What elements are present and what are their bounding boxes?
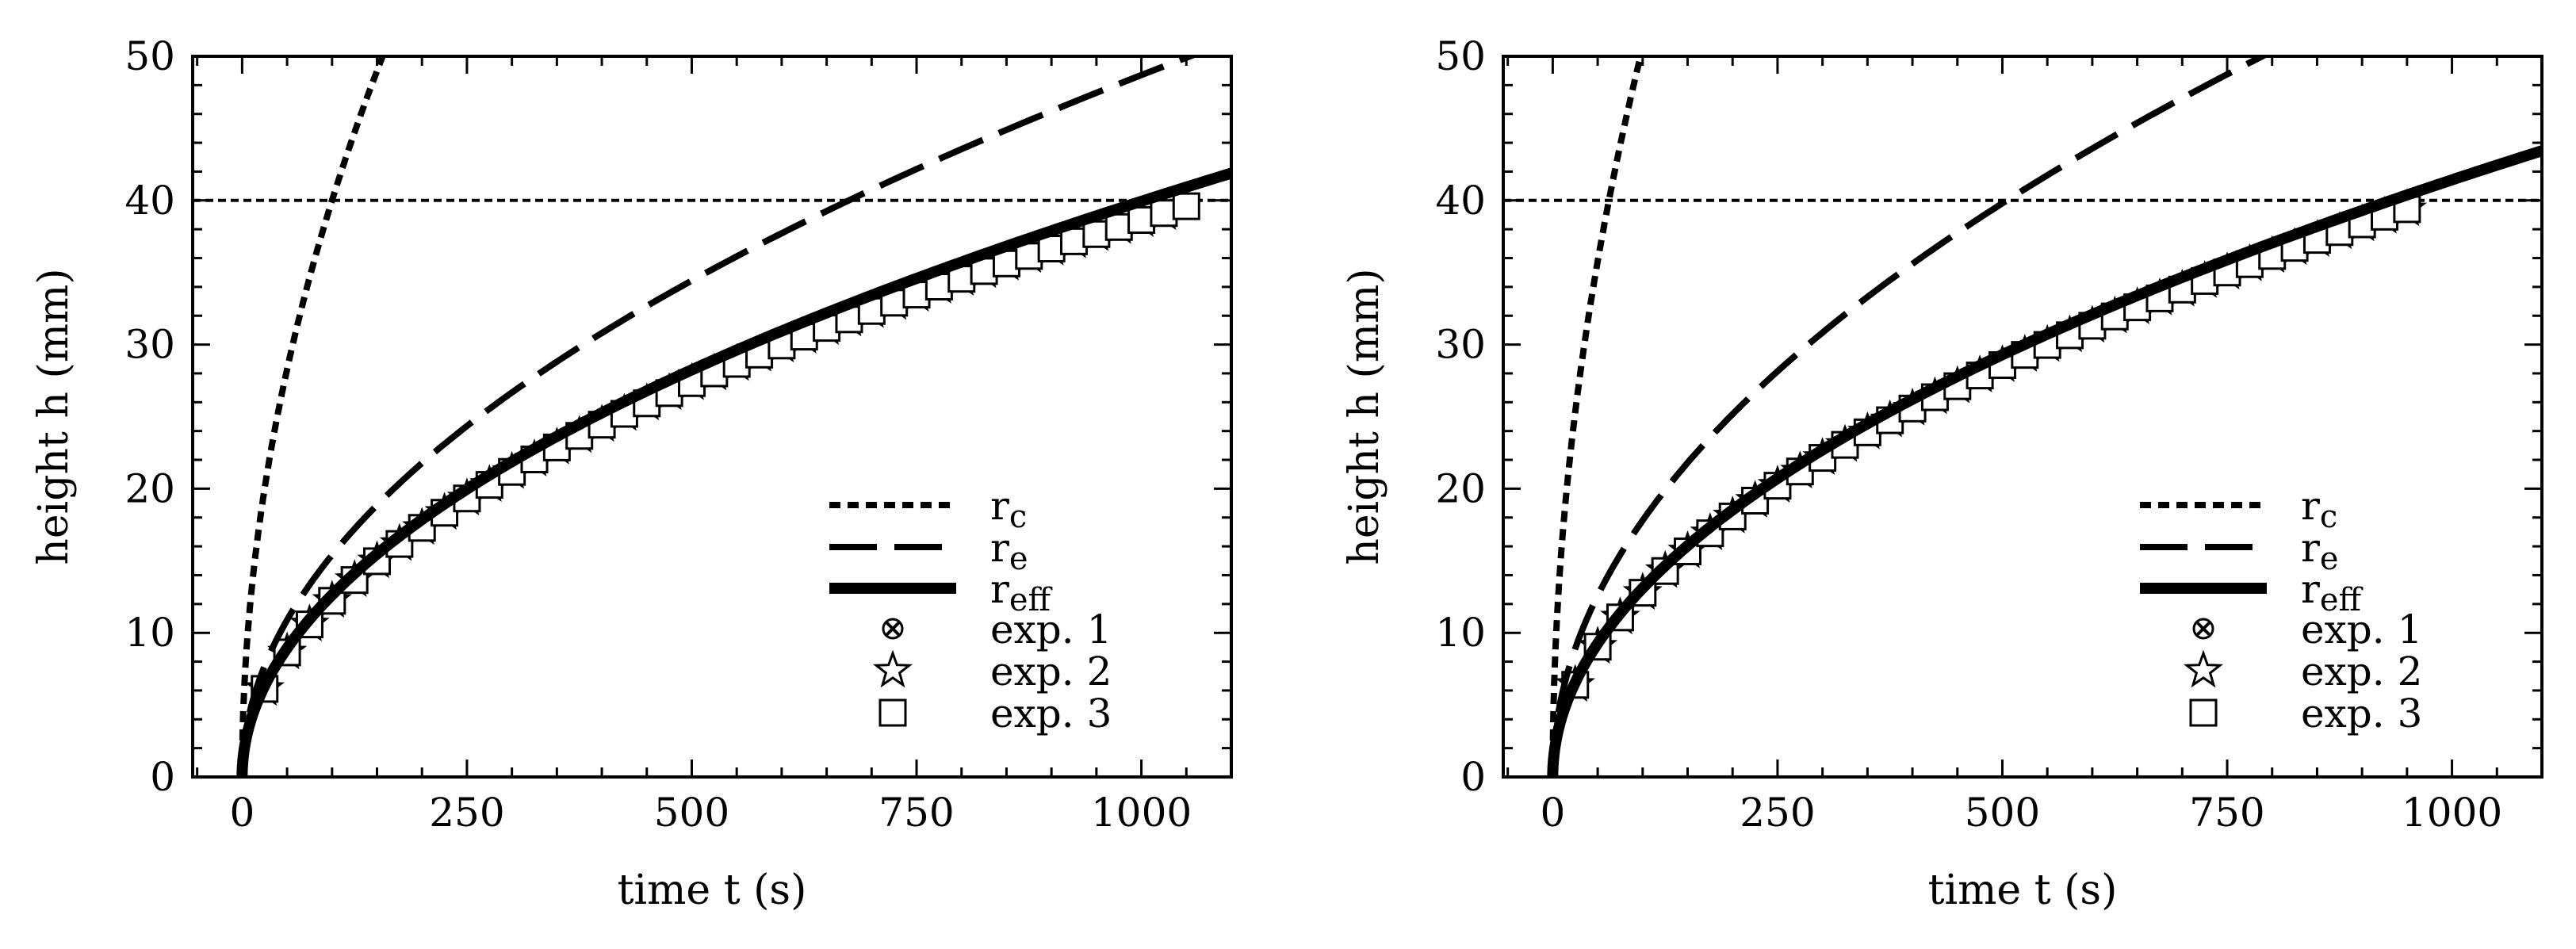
legend-label-re: re: [990, 525, 1028, 577]
legend-symbol-exp-3: [878, 698, 907, 727]
legend-label-reff: reff: [990, 566, 1053, 618]
y-tick-label: 20: [1435, 465, 1486, 511]
legend-symbol-exp-1-cross: [2195, 621, 2211, 637]
plot-frame: [191, 55, 1233, 779]
y-axis-title: height h (mm): [1341, 268, 1388, 564]
legend-symbol-exp-1: [882, 618, 904, 640]
y-tick-label: 20: [124, 465, 175, 511]
x-tick-label: 500: [1965, 790, 2040, 836]
legend-label-exp-2: exp. 2: [990, 649, 1112, 695]
y-tick-label: 40: [124, 178, 175, 224]
plot-area: [1503, 56, 2542, 777]
y-tick-label: 40: [1435, 178, 1486, 224]
x-tick-label: 0: [1540, 790, 1565, 836]
legend-label-main: r: [2301, 525, 2320, 571]
legend-label-exp-2: exp. 2: [2301, 649, 2422, 695]
left-panel: 0 250 500 750 1000 0 10 20 30 40 50 time t (s) heigh…: [30, 33, 1233, 914]
y-tick-label: 30: [1435, 322, 1486, 368]
curve-reff: [236, 167, 1231, 777]
legend-label-main: r: [990, 566, 1009, 612]
legend-label-reff: reff: [2301, 566, 2364, 618]
legend-symbol-exp-2: [2183, 649, 2224, 688]
legend-label-subscript: e: [1009, 541, 1028, 577]
legend-label-subscript: c: [1009, 499, 1027, 535]
legend-label-rc: rc: [990, 483, 1027, 535]
legend-label-main: r: [2301, 483, 2320, 529]
curve-re: [1549, 56, 2270, 777]
x-tick-label: 750: [878, 790, 954, 836]
marker-series-1: [1564, 205, 2396, 696]
curve-rc: [239, 56, 386, 777]
curve-rc: [1549, 56, 1644, 777]
legend-label-exp-3: exp. 3: [990, 691, 1112, 737]
exp-3-point: [1172, 192, 1200, 220]
legend-symbol-exp-2: [872, 649, 913, 688]
legend-label-subscript: eff: [2320, 582, 2364, 618]
legend-label-subscript: c: [2320, 499, 2337, 535]
y-tick-label: 0: [1460, 754, 1486, 800]
curve-re: [239, 56, 1200, 777]
marker-series-3: [1561, 195, 2421, 699]
y-tick-label: 50: [124, 33, 175, 79]
legend-label-rc: rc: [2301, 483, 2337, 535]
y-axis-title: height h (mm): [30, 268, 78, 564]
x-axis-title: time t (s): [618, 867, 807, 914]
legend-label-main: r: [990, 525, 1009, 571]
right-panel: 0 250 500 750 1000 0 10 20 30 40 50 time t (s) heigh…: [1341, 33, 2543, 914]
plot-frame: [1502, 55, 2543, 779]
curve-reff: [1547, 145, 2542, 777]
legend-label-subscript: eff: [1009, 582, 1053, 618]
x-tick-label: 0: [229, 790, 255, 836]
x-tick-label: 250: [1740, 790, 1815, 836]
x-tick-label: 250: [429, 790, 504, 836]
x-tick-label: 750: [2189, 790, 2264, 836]
marker-series-3: [251, 192, 1200, 703]
legend-label-subscript: e: [2320, 541, 2339, 577]
x-tick-label: 1000: [2402, 790, 2502, 836]
legend-label-re: re: [2301, 525, 2339, 577]
legend-symbol-exp-1: [2192, 618, 2214, 640]
x-tick-label: 1000: [1091, 790, 1192, 836]
legend-label-exp-1: exp. 1: [2301, 607, 2422, 652]
y-tick-label: 30: [124, 322, 175, 368]
exp-3-point: [1082, 220, 1111, 248]
legend-label-exp-1: exp. 1: [990, 607, 1112, 652]
legend-label-main: r: [2301, 566, 2320, 612]
legend-symbol-exp-3: [2189, 698, 2218, 727]
y-tick-label: 0: [150, 754, 175, 800]
x-tick-label: 500: [654, 790, 729, 836]
legend-symbol-exp-1-cross: [885, 621, 901, 637]
y-tick-label: 10: [124, 610, 175, 656]
plot-area: [193, 56, 1231, 777]
y-tick-label: 50: [1435, 33, 1486, 79]
x-axis-title: time t (s): [1928, 867, 2118, 914]
legend-label-exp-3: exp. 3: [2301, 691, 2422, 737]
legend-label-main: r: [990, 483, 1009, 529]
y-tick-label: 10: [1435, 610, 1486, 656]
marker-series-2: [1555, 188, 2428, 702]
